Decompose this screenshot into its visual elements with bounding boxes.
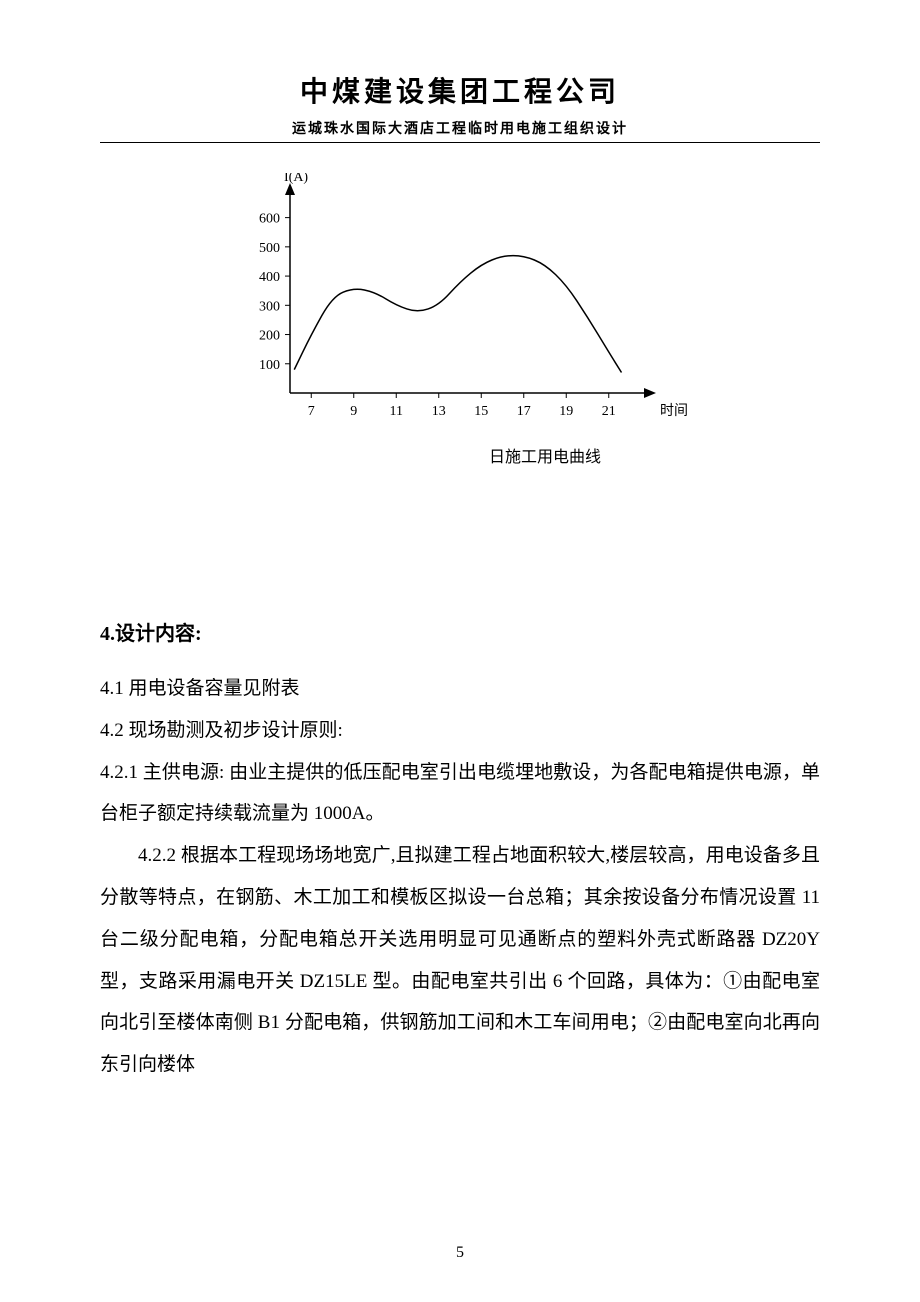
svg-text:17: 17 [517, 404, 531, 419]
svg-text:15: 15 [474, 404, 488, 419]
svg-text:11: 11 [390, 404, 403, 419]
daily-power-curve-chart: 100 200 300 400 500 600 7 9 11 13 15 17 19 21 I(A) 时间 [230, 173, 690, 433]
svg-text:300: 300 [259, 299, 280, 314]
svg-text:600: 600 [259, 212, 280, 227]
paragraph-4-2-1: 4.2.1 主供电源: 由业主提供的低压配电室引出电缆埋地敷设，为各配电箱提供电… [100, 752, 820, 836]
paragraph-4-1: 4.1 用电设备容量见附表 [100, 668, 820, 710]
svg-text:21: 21 [602, 404, 616, 419]
paragraph-4-2: 4.2 现场勘测及初步设计原则: [100, 710, 820, 752]
svg-text:100: 100 [259, 358, 280, 373]
section-heading: 4.设计内容: [100, 617, 820, 646]
svg-text:200: 200 [259, 329, 280, 344]
svg-text:9: 9 [350, 404, 357, 419]
doc-subtitle: 运城珠水国际大酒店工程临时用电施工组织设计 [100, 118, 820, 138]
page-number: 5 [0, 1244, 920, 1262]
svg-text:500: 500 [259, 241, 280, 256]
svg-text:13: 13 [432, 404, 446, 419]
paragraph-4-2-2: 4.2.2 根据本工程现场场地宽广,且拟建工程占地面积较大,楼层较高，用电设备多… [100, 835, 820, 1086]
svg-text:I(A): I(A) [284, 173, 308, 185]
chart-container: 100 200 300 400 500 600 7 9 11 13 15 17 19 21 I(A) 时间 [100, 173, 820, 433]
company-title: 中煤建设集团工程公司 [100, 70, 820, 110]
chart-caption: 日施工用电曲线 [270, 443, 820, 467]
header-rule [100, 142, 820, 143]
svg-text:7: 7 [308, 404, 315, 419]
svg-text:19: 19 [559, 404, 573, 419]
svg-text:400: 400 [259, 270, 280, 285]
svg-text:时间: 时间 [660, 403, 688, 419]
